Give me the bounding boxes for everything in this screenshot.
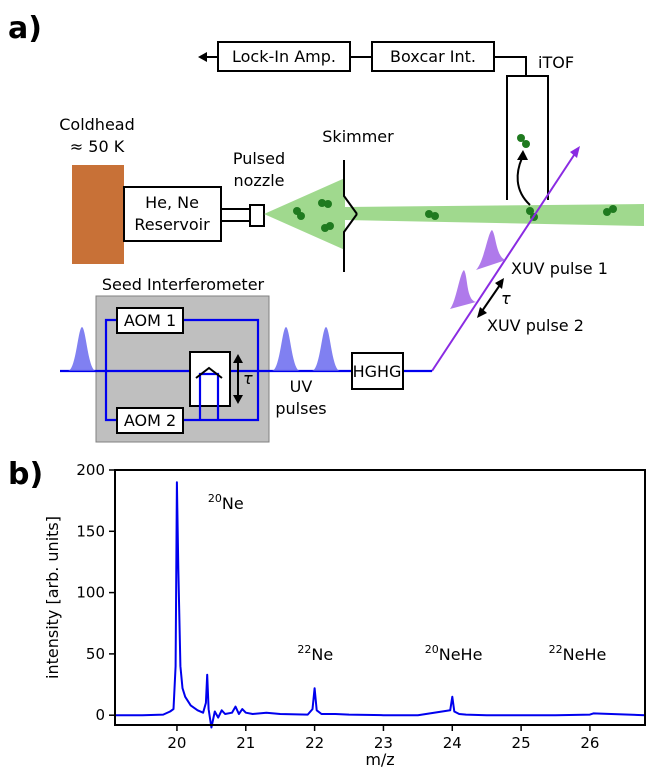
x-tick-label: 26 bbox=[580, 734, 599, 752]
y-tick-label: 0 bbox=[95, 706, 105, 724]
x-tick-label: 25 bbox=[512, 734, 531, 752]
aom2-box bbox=[116, 407, 184, 434]
peak-label: 20NeHe bbox=[425, 643, 483, 664]
atom bbox=[526, 207, 534, 215]
boxcar-itof-line bbox=[494, 56, 527, 76]
uv-pulse-2 bbox=[312, 327, 340, 371]
delay-stage-box bbox=[189, 351, 231, 407]
ion-arrow-icon bbox=[517, 150, 528, 160]
delay-arrow-down-icon bbox=[233, 395, 243, 404]
x-tick-label: 24 bbox=[443, 734, 462, 752]
atom bbox=[522, 140, 530, 148]
delay-stage-path bbox=[198, 372, 220, 420]
x-tick-label: 22 bbox=[305, 734, 324, 752]
x-tick-label: 20 bbox=[167, 734, 186, 752]
spectrum-line bbox=[115, 481, 646, 729]
uv-pulse-input bbox=[68, 327, 96, 371]
coldhead-label: Coldhead bbox=[59, 115, 135, 134]
x-tick-label: 23 bbox=[374, 734, 393, 752]
coldhead-temp-label: ≈ 50 K bbox=[70, 137, 125, 156]
uv-label-2: pulses bbox=[275, 399, 326, 418]
xuv-delay-arrowhead-up-icon bbox=[495, 278, 504, 289]
delay-arrow-up-icon bbox=[233, 354, 243, 363]
xuv1-label: XUV pulse 1 bbox=[511, 259, 608, 278]
xuv-tau-label: τ bbox=[501, 289, 511, 308]
uv-pulse-1 bbox=[272, 327, 300, 371]
itof-tube bbox=[506, 75, 549, 200]
reservoir-label-2: Reservoir bbox=[134, 215, 210, 234]
boxcar-label: Boxcar Int. bbox=[390, 47, 476, 66]
mass-spectrum-chart: 20 21 22 23 24 25 26 0 50 100 150 200 m/z intensity [… bbox=[43, 461, 646, 769]
aom1-label: AOM 1 bbox=[124, 311, 176, 330]
x-axis-label: m/z bbox=[365, 750, 394, 769]
atom bbox=[324, 200, 332, 208]
peak-label: 22Ne bbox=[297, 643, 333, 664]
nozzle-label-1: Pulsed bbox=[233, 149, 285, 168]
atom bbox=[609, 205, 617, 213]
y-axis-label: intensity [arb. units] bbox=[43, 516, 62, 679]
atom bbox=[517, 134, 525, 142]
panel-b-label: b) bbox=[8, 457, 43, 492]
panel-a-label: a) bbox=[8, 11, 42, 46]
hghg-label: HGHG bbox=[353, 362, 402, 381]
aom1-box bbox=[116, 307, 184, 334]
x-tick-label: 21 bbox=[236, 734, 255, 752]
reservoir-box bbox=[123, 186, 222, 242]
hghg-box bbox=[351, 352, 404, 390]
xuv-delay-arrow bbox=[479, 281, 503, 315]
nozzle-label-2: nozzle bbox=[233, 171, 284, 190]
xuv-pulse-2 bbox=[450, 270, 476, 309]
atoms bbox=[293, 134, 617, 232]
y-tick-label: 50 bbox=[86, 645, 105, 663]
xuv-delay-arrowhead-down-icon bbox=[477, 307, 487, 318]
ion-trajectory bbox=[516, 157, 531, 206]
atom bbox=[431, 212, 439, 220]
reservoir-label-1: He, Ne bbox=[145, 193, 199, 212]
skimmer-top bbox=[343, 160, 358, 215]
lockin-label: Lock-In Amp. bbox=[232, 47, 336, 66]
skimmer-label: Skimmer bbox=[322, 127, 394, 146]
atom bbox=[326, 222, 334, 230]
atom bbox=[297, 212, 305, 220]
peak-label: 20Ne bbox=[208, 492, 244, 513]
nozzle bbox=[249, 204, 265, 227]
peak-label: 22NeHe bbox=[549, 643, 607, 664]
coldhead-block bbox=[72, 165, 124, 264]
y-tick-label: 100 bbox=[76, 584, 105, 602]
y-tick-label: 200 bbox=[76, 461, 105, 479]
seed-interferometer-label: Seed Interferometer bbox=[102, 275, 265, 294]
aom2-label: AOM 2 bbox=[124, 411, 176, 430]
plot-frame bbox=[114, 469, 646, 726]
itof-label: iTOF bbox=[538, 53, 574, 72]
gas-jet-cone bbox=[264, 178, 345, 250]
atom bbox=[318, 199, 326, 207]
delay-tau-label: τ bbox=[243, 369, 253, 388]
delay-stage-mirror bbox=[195, 366, 223, 379]
uv-label-1: UV bbox=[290, 377, 313, 396]
y-tick-label: 150 bbox=[76, 522, 105, 540]
skimmer-bottom bbox=[343, 213, 358, 272]
xuv2-label: XUV pulse 2 bbox=[487, 316, 584, 335]
xuv-pulse-1 bbox=[476, 230, 506, 270]
xuv-arrow-icon bbox=[570, 146, 580, 158]
output-arrow-icon bbox=[198, 52, 207, 62]
atom bbox=[603, 208, 611, 216]
gas-jet-beam bbox=[345, 204, 644, 226]
